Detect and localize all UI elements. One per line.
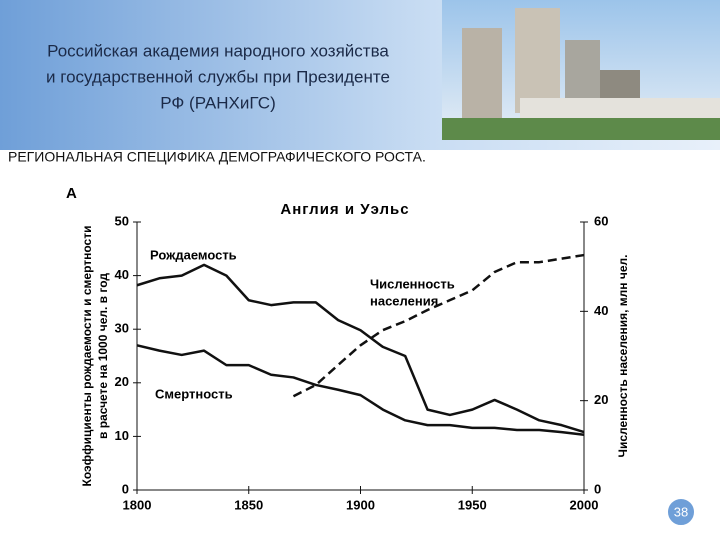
series-line [292, 253, 585, 398]
series-label: Смертность [155, 386, 233, 401]
x-tick-label: 2000 [570, 497, 599, 512]
chart-panel [47, 178, 672, 540]
page-number-badge [666, 497, 696, 527]
y2-tick-label: 0 [594, 481, 601, 496]
series-label: населения [370, 293, 438, 308]
panel-label: А [66, 185, 77, 202]
y-tick-label: 50 [115, 213, 129, 228]
series-line [136, 263, 585, 434]
page-number: 38 [674, 504, 688, 519]
y2-axis-label: Численность населения, млн чел. [616, 255, 630, 458]
slide-subtitle: РЕГИОНАЛЬНАЯ СПЕЦИФИКА ДЕМОГРАФИЧЕСКОГО … [8, 149, 426, 165]
x-tick-label: 1850 [234, 497, 263, 512]
header-photo [442, 0, 720, 140]
x-tick-label: 1950 [458, 497, 487, 512]
chart-title: Англия и Уэльс [280, 201, 409, 218]
y-axis-label: Коэффициенты рождаемости и смертности [80, 226, 94, 487]
x-tick-label: 1900 [346, 497, 375, 512]
y-tick-label: 30 [115, 321, 129, 336]
y-tick-label: 40 [115, 267, 129, 282]
y2-tick-label: 60 [594, 213, 608, 228]
y-axis-label: в расчете на 1000 чел. в год [96, 273, 110, 439]
series-label: Рождаемость [150, 247, 237, 262]
x-tick-label: 1800 [123, 497, 152, 512]
y2-tick-label: 40 [594, 303, 608, 318]
header-title: и государственной службы при Президенте [46, 67, 390, 86]
series-line [136, 344, 585, 437]
y-tick-label: 10 [115, 428, 129, 443]
y-tick-label: 20 [115, 374, 129, 389]
y2-tick-label: 20 [594, 392, 608, 407]
header-title: РФ (РАНХиГС) [160, 93, 276, 112]
y-tick-label: 0 [122, 481, 129, 496]
header-title: Российская академия народного хозяйства [47, 41, 389, 60]
series-label: Численность [370, 276, 455, 291]
